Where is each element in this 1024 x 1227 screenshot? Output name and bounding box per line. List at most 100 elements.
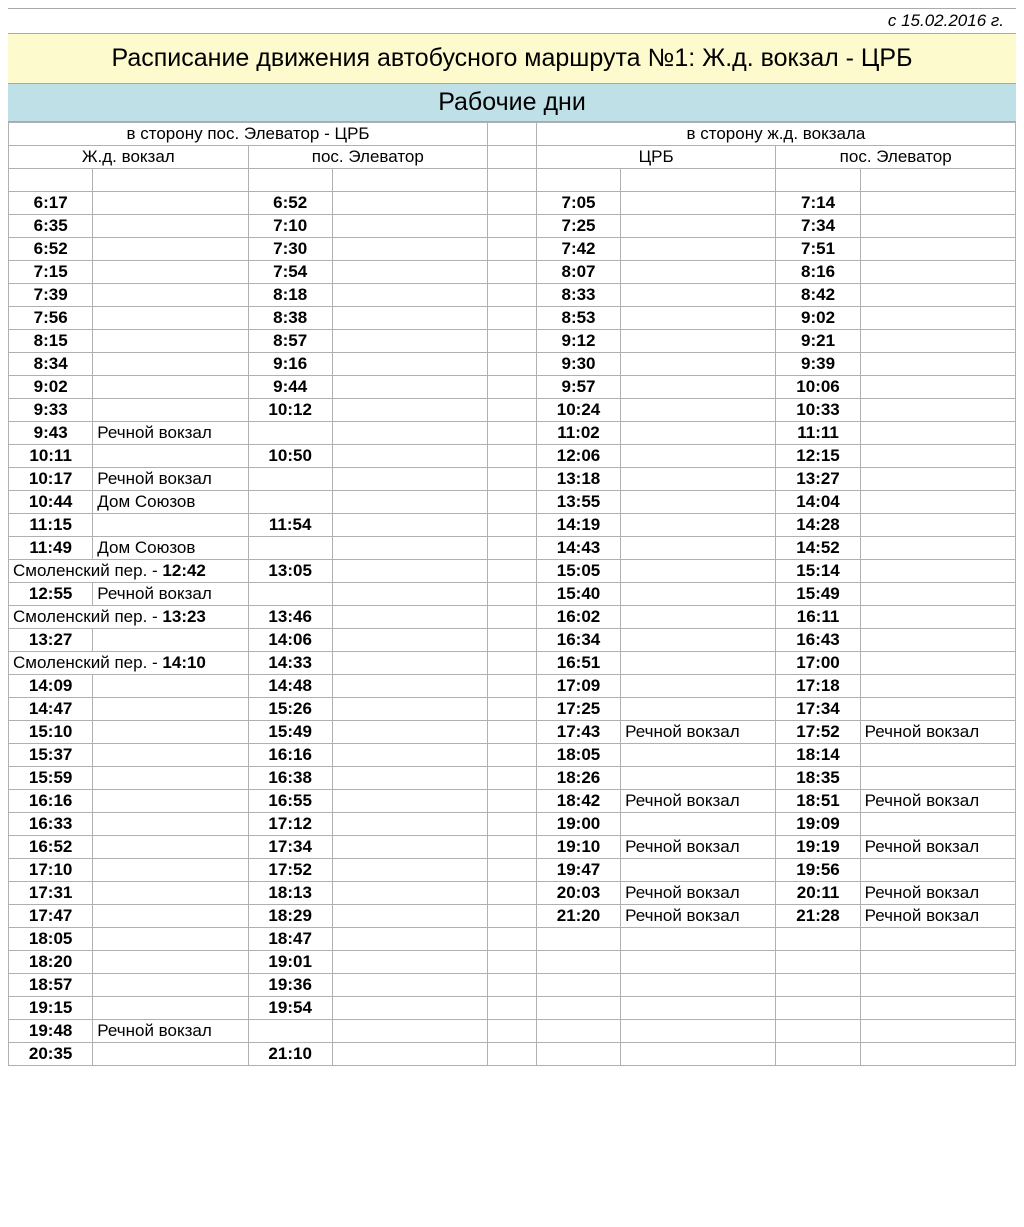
note-cell — [621, 652, 776, 675]
gap — [488, 583, 537, 606]
time-cell — [776, 1020, 860, 1043]
note-cell — [860, 468, 1015, 491]
note-cell — [332, 445, 487, 468]
table-row: 6:527:307:427:51 — [9, 238, 1016, 261]
note-cell — [332, 307, 487, 330]
stop-header: Ж.д. вокзал — [9, 146, 249, 169]
note-cell — [93, 445, 248, 468]
time-cell — [248, 468, 332, 491]
gap — [488, 767, 537, 790]
note-cell — [860, 813, 1015, 836]
gap — [488, 376, 537, 399]
time-cell: 6:17 — [9, 192, 93, 215]
note-cell — [332, 491, 487, 514]
time-cell: 21:28 — [776, 905, 860, 928]
note-cell — [332, 284, 487, 307]
note-cell — [93, 744, 248, 767]
note-cell — [860, 353, 1015, 376]
gap — [488, 859, 537, 882]
time-cell: 8:15 — [9, 330, 93, 353]
note-cell — [621, 1043, 776, 1066]
time-cell: 10:24 — [536, 399, 620, 422]
time-cell: 18:26 — [536, 767, 620, 790]
time-cell: 10:33 — [776, 399, 860, 422]
time-cell — [248, 422, 332, 445]
note-cell — [860, 629, 1015, 652]
gap — [488, 215, 537, 238]
time-cell: 13:05 — [248, 560, 332, 583]
table-row: 14:4715:2617:2517:34 — [9, 698, 1016, 721]
note-cell — [332, 514, 487, 537]
note-cell — [621, 583, 776, 606]
time-cell: 17:31 — [9, 882, 93, 905]
note-cell — [93, 928, 248, 951]
stop-header: пос. Элеватор — [248, 146, 488, 169]
time-cell: 10:12 — [248, 399, 332, 422]
table-row: 15:3716:1618:0518:14 — [9, 744, 1016, 767]
gap — [488, 721, 537, 744]
time-cell — [248, 537, 332, 560]
note-cell — [621, 859, 776, 882]
note-cell: Речной вокзал — [621, 882, 776, 905]
gap — [488, 261, 537, 284]
note-cell — [621, 698, 776, 721]
time-cell: 15:26 — [248, 698, 332, 721]
note-cell — [332, 330, 487, 353]
note-cell: Речной вокзал — [621, 721, 776, 744]
table-row: 6:176:527:057:14 — [9, 192, 1016, 215]
time-cell: 16:16 — [9, 790, 93, 813]
time-cell: 7:05 — [536, 192, 620, 215]
table-row: 9:3310:1210:2410:33 — [9, 399, 1016, 422]
time-cell: 16:51 — [536, 652, 620, 675]
note-cell — [621, 813, 776, 836]
gap — [488, 238, 537, 261]
time-cell: 18:05 — [536, 744, 620, 767]
note-cell — [332, 813, 487, 836]
time-cell: 14:04 — [776, 491, 860, 514]
table-row: 9:029:449:5710:06 — [9, 376, 1016, 399]
table-row: 16:1616:5518:42Речной вокзал18:51Речной … — [9, 790, 1016, 813]
table-row: 8:158:579:129:21 — [9, 330, 1016, 353]
note-cell — [332, 192, 487, 215]
gap — [488, 813, 537, 836]
note-cell — [621, 307, 776, 330]
time-cell: 19:01 — [248, 951, 332, 974]
note-cell — [332, 951, 487, 974]
note-cell — [332, 215, 487, 238]
time-cell: 17:43 — [536, 721, 620, 744]
time-cell: 8:33 — [536, 284, 620, 307]
note-cell: Речной вокзал — [93, 1020, 248, 1043]
note-cell — [621, 215, 776, 238]
table-row: 7:398:188:338:42 — [9, 284, 1016, 307]
note-cell — [93, 790, 248, 813]
time-cell: 17:52 — [776, 721, 860, 744]
gap — [488, 836, 537, 859]
time-cell: 9:39 — [776, 353, 860, 376]
table-row: 19:1519:54 — [9, 997, 1016, 1020]
time-cell: 8:18 — [248, 284, 332, 307]
time-cell: 21:20 — [536, 905, 620, 928]
time-cell: 16:02 — [536, 606, 620, 629]
time-cell: 9:43 — [9, 422, 93, 445]
note-cell — [860, 491, 1015, 514]
time-cell: 16:38 — [248, 767, 332, 790]
note-cell: Речной вокзал — [860, 790, 1015, 813]
table-row: 8:349:169:309:39 — [9, 353, 1016, 376]
time-cell: 7:54 — [248, 261, 332, 284]
time-cell: 18:13 — [248, 882, 332, 905]
time-cell: 13:46 — [248, 606, 332, 629]
note-cell — [860, 422, 1015, 445]
time-cell: 13:27 — [9, 629, 93, 652]
time-cell — [536, 1043, 620, 1066]
note-cell — [93, 330, 248, 353]
note-cell: Речной вокзал — [860, 882, 1015, 905]
note-cell: Дом Союзов — [93, 491, 248, 514]
note-cell — [621, 537, 776, 560]
time-cell — [776, 974, 860, 997]
time-cell: 12:15 — [776, 445, 860, 468]
note-cell — [860, 284, 1015, 307]
time-cell: 10:17 — [9, 468, 93, 491]
time-cell: 19:19 — [776, 836, 860, 859]
effective-date: с 15.02.2016 г. — [8, 8, 1016, 34]
time-cell: 16:16 — [248, 744, 332, 767]
